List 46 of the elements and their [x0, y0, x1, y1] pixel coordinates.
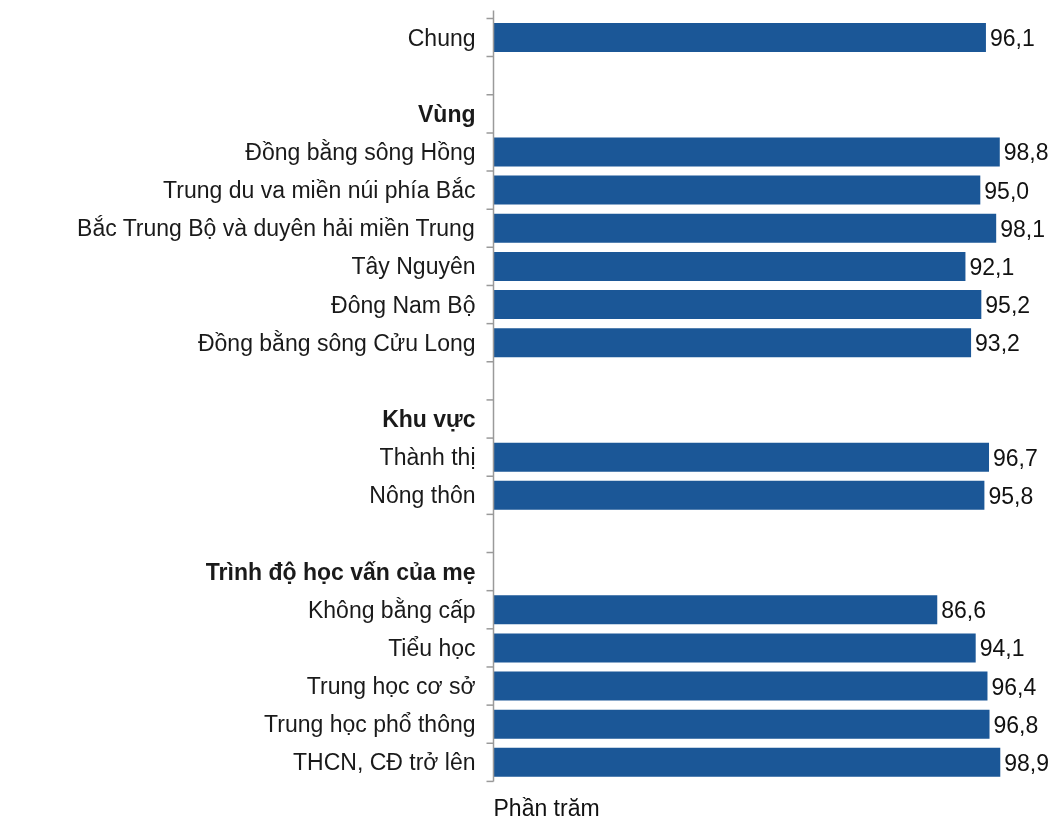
y-tick-label: Trung du va miền núi phía Bắc: [163, 177, 476, 204]
y-tick-label: Tiểu học: [388, 634, 476, 661]
data-label: 96,8: [993, 711, 1039, 738]
bar: [493, 137, 1000, 167]
data-label: 96,7: [993, 444, 1038, 471]
y-tick-label: Đồng bằng sông Cửu Long: [197, 329, 476, 356]
y-tick-label: Đồng bằng sông Hồng: [245, 138, 476, 165]
bar: [493, 709, 990, 739]
y-tick-label: THCN, CĐ trở lên: [293, 749, 476, 776]
bar: [493, 671, 988, 701]
data-label: 95,2: [985, 292, 1031, 319]
bar: [493, 175, 981, 205]
y-tick-label: Trung học cơ sở: [306, 673, 476, 700]
y-tick-label: Không bằng cấp: [307, 596, 476, 623]
data-label: 96,1: [989, 25, 1035, 51]
y-tick-label: Tây Nguyên: [351, 253, 476, 280]
data-label: 98,8: [1003, 139, 1049, 166]
data-label: 94,1: [979, 635, 1025, 662]
bar: [493, 251, 966, 281]
data-label: 98,1: [1000, 215, 1045, 242]
bar: [493, 442, 990, 472]
bar: [493, 23, 986, 52]
y-tick-label: Khu vực: [382, 406, 476, 432]
y-tick-label: Nông thôn: [369, 482, 476, 509]
y-tick-label: Chung: [407, 24, 476, 51]
y-tick-label: Vùng: [418, 100, 476, 127]
bar: [493, 595, 938, 625]
y-tick-label: Trình độ học vấn của mẹ: [205, 558, 476, 585]
data-label: 86,6: [941, 597, 987, 624]
data-label: 95,0: [984, 177, 1030, 204]
y-tick-label: Bắc Trung Bộ và duyên hải miền Trung: [77, 215, 475, 242]
bar: [493, 328, 972, 358]
y-tick-label: Đông Nam Bộ: [331, 291, 476, 318]
y-tick-label: Trung học phổ thông: [264, 711, 476, 738]
x-axis-title: Phần trăm: [493, 795, 600, 820]
bar: [493, 747, 1001, 777]
data-label: 96,4: [991, 673, 1037, 700]
bar: [493, 480, 985, 510]
y-tick-label: Thành thị: [379, 444, 476, 471]
bar: [493, 633, 976, 663]
bar: [493, 290, 982, 320]
data-label: 93,2: [975, 330, 1020, 357]
data-label: 95,8: [988, 482, 1034, 509]
bar: [493, 213, 997, 243]
data-label: 92,1: [969, 253, 1015, 280]
data-label: 98,9: [1004, 749, 1050, 776]
